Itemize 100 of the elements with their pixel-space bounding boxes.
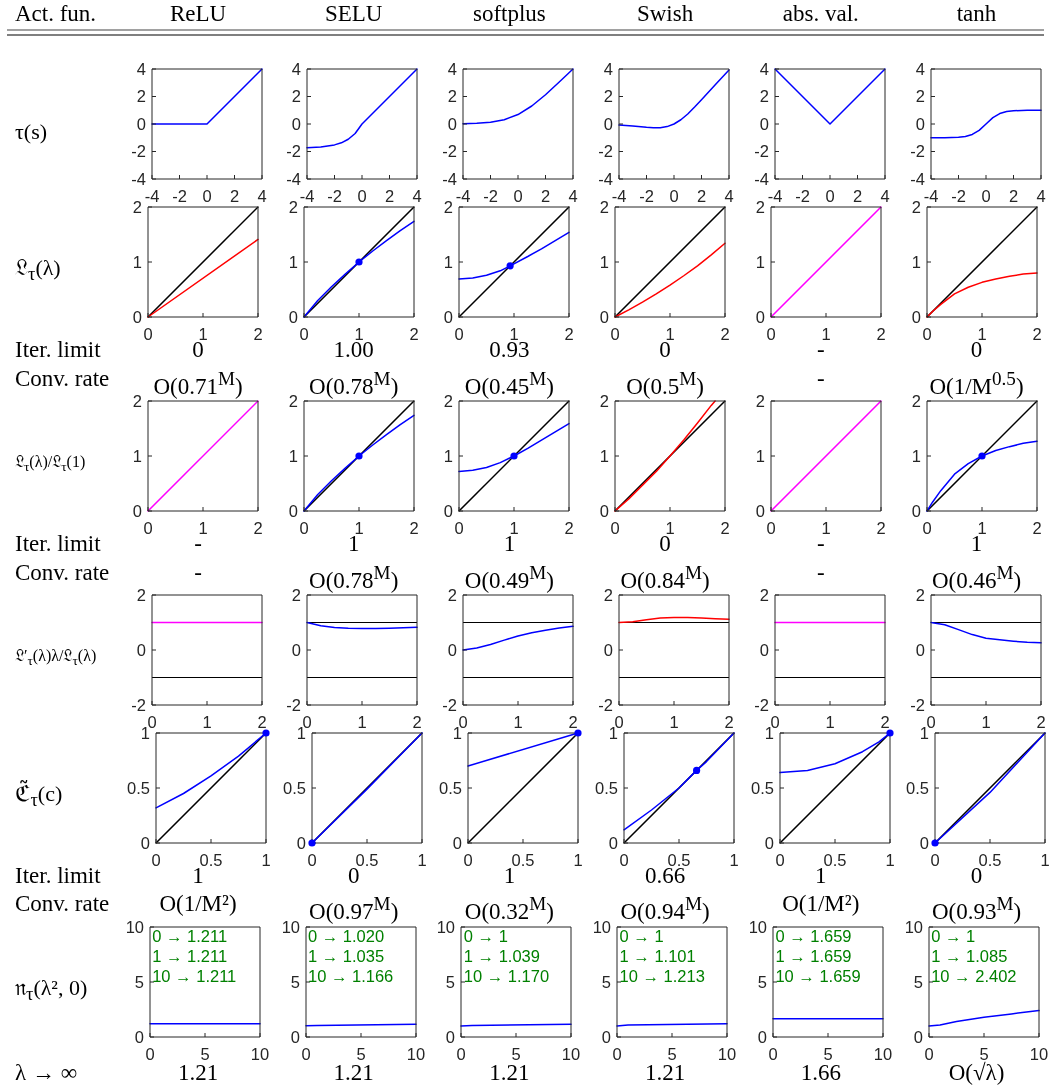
y-axis-title: 𝔫$_{τ}$(λ², 0) bbox=[15, 974, 88, 1006]
text: O(1/M²) bbox=[782, 891, 860, 917]
y-tick-label: 0 bbox=[759, 640, 769, 659]
y-tick-label: 0 bbox=[452, 833, 462, 852]
y-tick-label: 4 bbox=[136, 59, 146, 78]
x-tick-label: -2 bbox=[950, 186, 966, 205]
y-tick-label: -4 bbox=[909, 169, 925, 188]
text: O(0.97$^{M}$) bbox=[309, 893, 399, 924]
text: O(0.93$^{M}$) bbox=[931, 893, 1022, 924]
text: O(√λ) bbox=[948, 1060, 1005, 1086]
x-tick-label: 0 bbox=[201, 186, 212, 205]
y-tick-label: -2 bbox=[754, 141, 769, 160]
y-tick-label: 0 bbox=[759, 114, 769, 133]
x-tick-label: 5 bbox=[823, 1044, 833, 1063]
y-tick-label: -2 bbox=[286, 695, 302, 714]
y-tick-label: 1 bbox=[755, 447, 765, 466]
annotation: 0 → 1 bbox=[931, 927, 977, 947]
text: Swish bbox=[635, 0, 695, 29]
text: Conv. rate bbox=[15, 364, 110, 393]
y-tick-label: 0 bbox=[911, 307, 921, 326]
text: Conv. rate bbox=[15, 890, 110, 919]
y-tick-label: 0 bbox=[288, 307, 298, 326]
annotation: 0 → 1.211 bbox=[152, 927, 229, 947]
x-tick-label: 2 bbox=[696, 186, 706, 205]
y-tick-label: 0 bbox=[288, 502, 298, 521]
text: O(1/M²) bbox=[159, 891, 237, 917]
text: Conv. rate bbox=[15, 558, 110, 587]
y-tick-label: 0.5 bbox=[127, 778, 151, 797]
x-tick-label: 2 bbox=[385, 186, 395, 205]
annotation: 1 → 1.211 bbox=[152, 946, 229, 967]
y-tick-label: 0 bbox=[136, 640, 146, 659]
x-tick-label: 10 bbox=[1029, 1044, 1048, 1063]
annotation: 10 → 1.659 bbox=[775, 966, 861, 987]
x-tick-label: 0 bbox=[980, 186, 991, 205]
y-tick-label: -2 bbox=[754, 695, 769, 714]
annotation: 1 → 1.035 bbox=[307, 946, 386, 967]
y-tick-label: 0.5 bbox=[438, 778, 462, 797]
x-tick-label: 5 bbox=[200, 1044, 210, 1063]
x-tick-label: 5 bbox=[356, 1044, 366, 1063]
x-tick-label: 2 bbox=[256, 712, 267, 731]
x-tick-label: 10 bbox=[250, 1044, 269, 1063]
y-tick-label: 2 bbox=[136, 86, 146, 105]
x-tick-label: 1 bbox=[669, 712, 679, 731]
x-tick-label: 2 bbox=[568, 712, 578, 731]
y-axis-title: τ(s) bbox=[15, 118, 48, 145]
y-tick-label: 0 bbox=[603, 114, 613, 133]
y-tick-label: 0 bbox=[292, 114, 302, 133]
x-tick-label: 2 bbox=[876, 324, 886, 343]
x-tick-label: 1 bbox=[573, 850, 583, 869]
text: O(0.5$^{M}$) bbox=[626, 367, 704, 399]
x-tick-label: 1 bbox=[513, 712, 523, 731]
y-tick-label: 5 bbox=[913, 972, 923, 991]
y-tick-label: 0 bbox=[136, 114, 146, 133]
text: 1.21 bbox=[177, 1060, 219, 1086]
x-tick-label: 1 bbox=[884, 850, 895, 869]
x-tick-label: 2 bbox=[253, 518, 263, 537]
text: abs. val. bbox=[781, 0, 860, 29]
x-tick-label: 5 bbox=[667, 1044, 677, 1063]
annotation: 1 → 1.085 bbox=[931, 946, 1009, 967]
text: 1.21 bbox=[489, 1060, 530, 1086]
y-tick-label: 10 bbox=[281, 917, 300, 936]
y-tick-label: 4 bbox=[603, 59, 613, 78]
annotation: 0 → 1.020 bbox=[307, 927, 386, 947]
y-tick-label: 0 bbox=[600, 307, 610, 326]
x-tick-label: 2 bbox=[409, 324, 419, 343]
x-tick-label: 1 bbox=[977, 324, 987, 343]
y-tick-label: 1 bbox=[600, 252, 610, 271]
annotation: 1 → 1.659 bbox=[775, 946, 853, 967]
line-series bbox=[458, 231, 571, 280]
x-tick-label: 2 bbox=[229, 186, 239, 205]
y-tick-label: 4 bbox=[759, 59, 769, 78]
y-tick-label: 5 bbox=[446, 972, 456, 991]
y-tick-label: 5 bbox=[757, 972, 767, 991]
x-tick-label: 10 bbox=[406, 1044, 425, 1063]
y-tick-label: 1 bbox=[444, 447, 454, 466]
text: SELU bbox=[323, 0, 384, 29]
text: Act. fun. bbox=[15, 0, 97, 29]
y-tick-label: 0 bbox=[447, 640, 458, 659]
y-tick-label: 4 bbox=[447, 59, 458, 78]
y-tick-label: 0 bbox=[444, 307, 454, 326]
x-tick-label: 2 bbox=[876, 518, 886, 537]
x-tick-label: 1 bbox=[821, 518, 831, 537]
y-tick-label: 0 bbox=[608, 833, 618, 852]
y-tick-label: 0 bbox=[757, 1027, 767, 1046]
x-tick-label: 2 bbox=[880, 712, 890, 731]
annotation: 10 → 1.211 bbox=[152, 966, 237, 987]
x-tick-label: 5 bbox=[511, 1044, 521, 1063]
y-axis-title: 𝔏$_{τ}$(λ)/𝔏$_{τ}$(1) bbox=[15, 453, 86, 476]
y-tick-label: 0 bbox=[134, 1027, 144, 1046]
y-tick-label: 0 bbox=[141, 833, 151, 852]
y-tick-label: 2 bbox=[759, 86, 769, 105]
x-tick-label: 0.5 bbox=[978, 850, 1002, 869]
y-tick-label: 2 bbox=[911, 392, 921, 411]
y-tick-label: 2 bbox=[292, 86, 302, 105]
y-tick-label: 1 bbox=[132, 447, 142, 466]
annotation: 0 → 1.659 bbox=[775, 927, 853, 947]
x-tick-label: 2 bbox=[724, 712, 734, 731]
x-tick-label: 10 bbox=[873, 1044, 893, 1063]
text: - bbox=[816, 559, 825, 585]
y-tick-label: 0 bbox=[292, 640, 302, 659]
